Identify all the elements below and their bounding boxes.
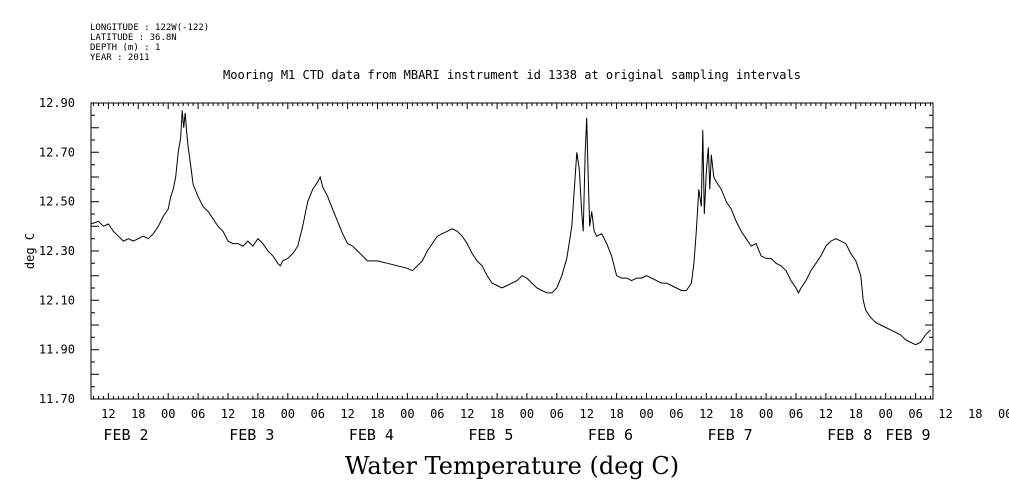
- meta-depth: DEPTH (m) : 1: [90, 43, 160, 53]
- x-hour-label: 00: [281, 407, 295, 421]
- x-hour-label: 12: [221, 407, 235, 421]
- x-hour-label: 18: [849, 407, 863, 421]
- x-date-label: FEB 4: [349, 426, 394, 444]
- y-tick-label: 12.30: [39, 244, 75, 258]
- x-date-label: FEB 9: [885, 426, 930, 444]
- meta-longitude: LONGITUDE : 122W(-122): [90, 23, 209, 33]
- y-axis-label: deg C: [23, 233, 37, 269]
- meta-year: YEAR : 2011: [90, 53, 150, 63]
- x-hour-label: 00: [161, 407, 175, 421]
- x-hour-label: 18: [729, 407, 743, 421]
- y-tick-label: 11.70: [39, 392, 75, 406]
- x-hour-label: 12: [340, 407, 354, 421]
- x-date-labels: FEB 2 FEB 3 FEB 4 FEB 5 FEB 6 FEB 7 FEB 8 FEB 9: [103, 426, 930, 444]
- x-date-label: FEB 5: [468, 426, 513, 444]
- x-hour-label: 18: [131, 407, 145, 421]
- x-axis-label: Water Temperature (deg C): [345, 452, 679, 480]
- x-hour-label: 18: [370, 407, 384, 421]
- x-hour-label: 12: [101, 407, 115, 421]
- metadata-block: LONGITUDE : 122W(-122) LATITUDE : 36.8N …: [90, 23, 209, 63]
- x-hour-label: 06: [908, 407, 922, 421]
- axis-ticks: [91, 102, 933, 400]
- x-hour-label: 06: [669, 407, 683, 421]
- y-tick-labels: 12.90 12.70 12.50 12.30 12.10 11.90 11.70: [39, 96, 75, 406]
- x-hour-label: 12: [819, 407, 833, 421]
- x-hour-label: 06: [550, 407, 564, 421]
- y-tick-label: 12.50: [39, 195, 75, 209]
- x-hour-label: 06: [430, 407, 444, 421]
- ticks-layer: [91, 102, 933, 400]
- x-hour-label: 00: [759, 407, 773, 421]
- y-tick-label: 11.90: [39, 343, 75, 357]
- x-date-label: FEB 3: [229, 426, 274, 444]
- x-hour-label: 00: [520, 407, 534, 421]
- x-hour-label: 06: [191, 407, 205, 421]
- x-hour-label: 12: [579, 407, 593, 421]
- x-date-label: FEB 8: [827, 426, 872, 444]
- x-date-label: FEB 7: [708, 426, 753, 444]
- x-hour-label: 00: [878, 407, 892, 421]
- x-hour-label: 06: [789, 407, 803, 421]
- x-hour-label: 12: [699, 407, 713, 421]
- y-tick-label: 12.70: [39, 145, 75, 159]
- x-hour-label: 12: [938, 407, 952, 421]
- chart-title: Mooring M1 CTD data from MBARI instrumen…: [223, 68, 801, 82]
- x-hour-label: 18: [609, 407, 623, 421]
- x-hour-label: 00: [639, 407, 653, 421]
- x-hour-label: 18: [251, 407, 265, 421]
- meta-latitude: LATITUDE : 36.8N: [90, 33, 177, 43]
- x-hour-label: 00: [998, 407, 1009, 421]
- x-hour-labels: 12 18 00 06 12 18 00 06 12 18 00 06 12 18 00 06 12 18 00 06…: [101, 407, 1009, 421]
- temperature-series-line: [90, 110, 931, 346]
- x-hour-label: 12: [460, 407, 474, 421]
- x-hour-label: 00: [400, 407, 414, 421]
- x-hour-label: 06: [310, 407, 324, 421]
- y-tick-label: 12.10: [39, 293, 75, 307]
- x-hour-label: 18: [968, 407, 982, 421]
- x-date-label: FEB 2: [103, 426, 148, 444]
- y-tick-label: 12.90: [39, 96, 75, 110]
- plot-frame: [90, 102, 934, 400]
- x-date-label: FEB 6: [588, 426, 633, 444]
- x-hour-label: 18: [490, 407, 504, 421]
